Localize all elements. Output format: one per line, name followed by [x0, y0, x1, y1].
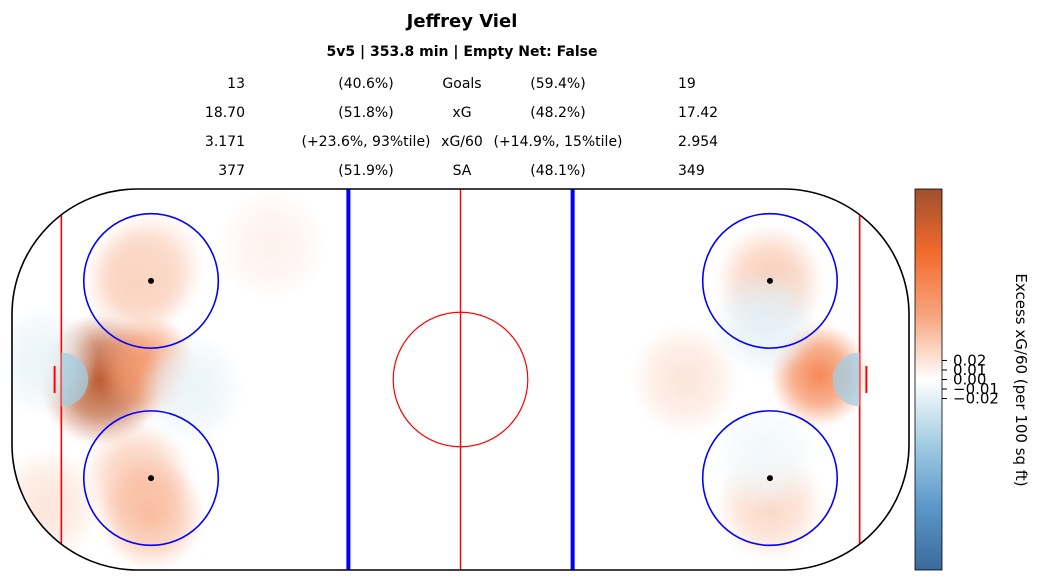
heatmap-cell — [97, 210, 205, 324]
stat-goals-left-value: 13 — [227, 76, 245, 92]
crease-left — [61, 352, 89, 407]
stat-xg60-right-value: 2.954 — [678, 134, 718, 150]
stats-table: 13 (40.6%) Goals (59.4%) 19 18.70 (51.8%… — [205, 76, 718, 179]
colorbar-tick-label: −0.01 — [953, 380, 999, 398]
faceoff-dot — [148, 475, 155, 482]
faceoff-circle — [701, 212, 839, 349]
stat-xg60-left-pct: (+23.6%, 93%tile) — [301, 134, 430, 150]
rink-markings — [53, 189, 868, 570]
colorbar: 0.020.010.00−0.01−0.02 Excess xG/60 (per… — [914, 188, 1030, 571]
stat-goals-right-pct: (59.4%) — [530, 76, 585, 92]
colorbar-tick-label: 0.02 — [953, 351, 986, 369]
faceoff-dot — [148, 277, 155, 284]
stat-xg-right-pct: (48.2%) — [530, 105, 585, 121]
heatmap-cell — [137, 331, 246, 445]
stat-sa-right-pct: (48.1%) — [530, 163, 585, 179]
stat-sa-right-value: 349 — [678, 163, 705, 179]
stat-xg60-left-value: 3.171 — [205, 134, 245, 150]
heatmap-cell — [711, 399, 820, 513]
stat-xg-left-pct: (51.8%) — [338, 105, 393, 121]
stat-xg-right-value: 17.42 — [678, 105, 718, 121]
stat-goals-left-pct: (40.6%) — [338, 76, 393, 92]
colorbar-tick-label: −0.02 — [953, 390, 999, 408]
heatmap-cell — [630, 322, 739, 437]
rink-boards — [11, 188, 910, 571]
heatmap-cell — [711, 264, 820, 378]
heatmap-layer — [12, 189, 869, 570]
faceoff-circle — [82, 212, 220, 349]
heatmap-cell — [218, 189, 326, 302]
chart-title: Jeffrey Viel — [405, 11, 518, 32]
stat-xg60-label: xG/60 — [441, 134, 483, 150]
heatmap-cell — [97, 457, 205, 570]
faceoff-dot — [766, 277, 773, 284]
stat-goals-label: Goals — [442, 76, 481, 92]
stat-xg-left-value: 18.70 — [205, 105, 245, 121]
colorbar-gradient — [914, 188, 943, 571]
colorbar-label: Excess xG/60 (per 100 sq ft) — [1012, 273, 1030, 486]
faceoff-circle — [701, 410, 839, 547]
stat-goals-right-value: 19 — [678, 76, 696, 92]
faceoff-circle — [82, 410, 220, 547]
faceoff-dot — [766, 475, 773, 482]
stat-xg-label: xG — [452, 105, 471, 121]
colorbar-tick-label: 0.01 — [953, 361, 986, 379]
stat-xg60-right-pct: (+14.9%, 15%tile) — [493, 134, 622, 150]
rink — [11, 188, 910, 571]
center-faceoff-circle — [392, 311, 529, 448]
crease-right — [832, 352, 860, 407]
stat-sa-left-pct: (51.9%) — [338, 163, 393, 179]
colorbar-tick-label: 0.00 — [953, 371, 986, 389]
stat-sa-left-value: 377 — [218, 163, 245, 179]
stat-sa-label: SA — [453, 163, 472, 179]
chart-subtitle: 5v5 | 353.8 min | Empty Net: False — [327, 44, 598, 60]
